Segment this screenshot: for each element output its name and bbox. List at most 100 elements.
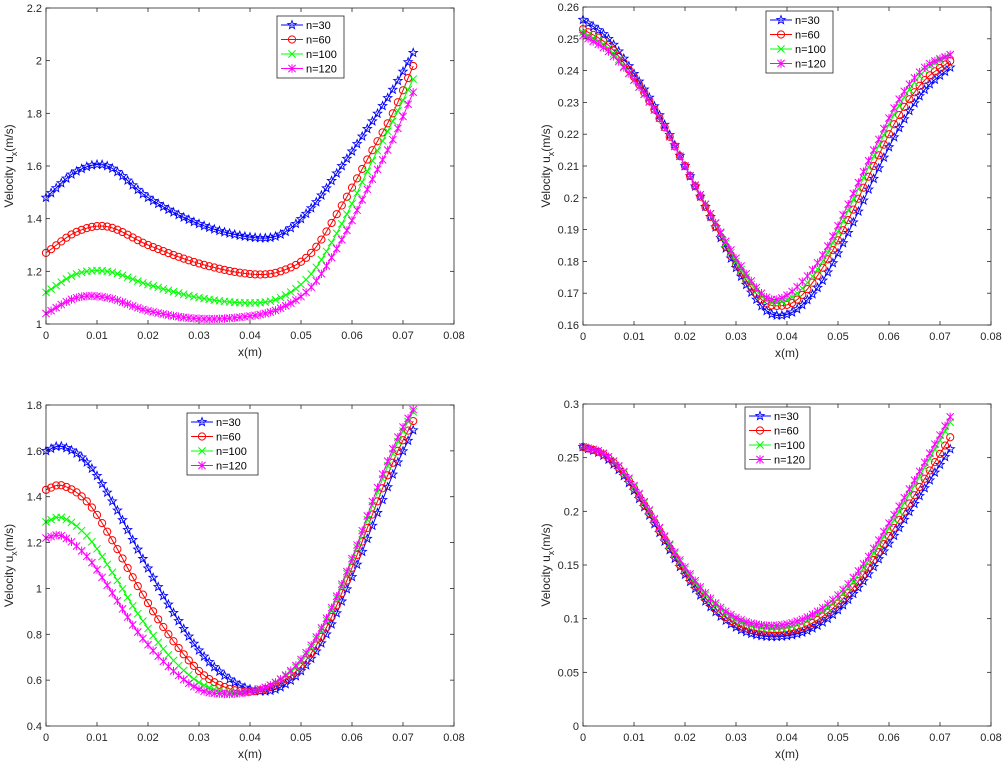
data-point [174,671,183,680]
x-axis-title: x(m) [238,345,262,359]
data-point [368,174,377,184]
x-tick-label: 0.02 [137,732,158,744]
y-tick-label: 0.25 [558,34,579,46]
data-point [788,618,797,628]
x-tick-label: 0.01 [86,732,107,744]
data-point [903,506,915,517]
data-point [823,599,832,609]
legend-entry-label: n=120 [795,59,826,71]
data-point [914,90,926,101]
data-point [721,237,730,246]
y-tick-label: 0 [573,721,579,733]
data-point [750,629,762,640]
data-point [909,97,920,108]
legend-marker [756,441,764,449]
data-point [868,173,880,184]
legend-entry-label: n=120 [306,64,337,76]
data-point [895,515,904,524]
y-axis-title-main: Velocity u [539,555,553,606]
data-point [382,481,394,492]
data-point [127,534,139,545]
data-point [888,530,900,541]
data-point [322,247,331,256]
data-point [337,219,346,228]
legend-box [744,406,811,470]
data-point [818,250,827,260]
data-point [584,34,593,43]
data-point [905,484,914,494]
data-point [721,607,730,616]
data-point [869,544,878,553]
legend-box [276,15,345,79]
legend-marker [197,432,207,441]
data-point [266,269,275,278]
data-point [803,612,812,622]
data-point [388,117,397,126]
data-point [706,209,715,218]
x-tick-label: 0.04 [239,732,260,744]
data-point [183,630,195,642]
data-point [295,213,307,224]
data-point [341,153,353,164]
data-point [133,627,142,637]
data-point [108,294,117,304]
data-point [686,171,695,180]
series-n-60 [41,61,418,279]
x-tick-label: 0.03 [188,330,209,342]
legend-entry-label: n=100 [306,49,337,61]
data-point [858,194,869,206]
data-point [144,280,152,289]
x-tick-label: 0.08 [980,331,1001,343]
data-point [782,300,792,309]
data-point [87,537,96,546]
data-point [213,665,225,677]
data-point [123,593,132,602]
data-point [828,232,837,241]
data-point [919,84,931,95]
data-point [132,543,144,555]
data-point [363,523,372,533]
data-point [66,444,77,455]
data-point [378,155,387,165]
data-point [900,87,909,96]
data-point [681,161,689,171]
data-point [839,210,848,220]
data-point [747,276,756,286]
data-point [322,614,331,623]
data-point [67,295,76,304]
data-point [944,61,956,73]
y-tick-label: 0.17 [558,288,579,300]
data-point [397,65,409,77]
data-point [184,291,193,300]
data-point [113,596,122,606]
data-point [291,295,300,305]
data-point [133,236,142,245]
data-point [57,278,66,287]
data-point [353,206,362,215]
data-point [111,504,123,515]
data-point [72,227,81,236]
data-point [312,276,321,286]
data-point [62,515,71,524]
y-axis-title-subscript: x [546,151,556,156]
data-point [823,241,832,251]
data-point [655,114,664,123]
data-point [711,218,720,228]
data-point [383,145,392,155]
data-point [869,145,878,155]
data-point [777,293,786,303]
data-point [890,103,899,113]
data-point [859,167,868,176]
x-tick-label: 0 [580,331,586,343]
data-point [138,238,147,247]
data-point [118,227,127,237]
data-point [737,261,746,271]
data-point [246,687,254,696]
data-point [113,576,122,585]
data-point [163,203,174,215]
data-point [87,558,96,567]
data-point [675,152,684,161]
data-point [321,182,332,193]
data-point [858,575,869,586]
data-point [82,531,91,540]
